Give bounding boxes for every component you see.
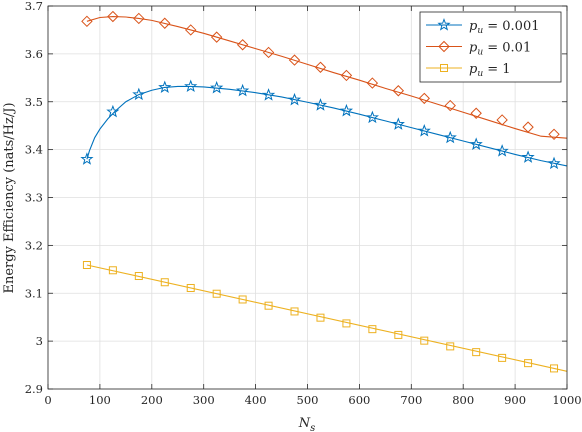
series-layer — [80, 10, 568, 373]
data-point — [340, 69, 353, 82]
data-point — [366, 77, 379, 89]
data-point — [313, 98, 328, 111]
x-tick-label: 700 — [400, 393, 422, 407]
data-point — [418, 92, 430, 105]
data-point — [524, 359, 533, 368]
y-tick-label: 3.2 — [25, 238, 43, 252]
data-point — [290, 307, 299, 316]
data-point — [394, 330, 403, 339]
data-point — [550, 364, 559, 373]
series-line — [86, 264, 568, 372]
data-point — [159, 17, 171, 29]
y-tick-label: 3.3 — [25, 191, 43, 205]
x-tick-label: 300 — [193, 393, 215, 407]
y-tick-label: 3.5 — [25, 95, 43, 109]
y-tick-label: 3.1 — [25, 286, 43, 300]
tick-labels: 0 100 200 300 400 500 600 700 800 900 1000 2.9 3 3.1 3… — [25, 0, 582, 407]
data-point — [262, 46, 275, 59]
data-point — [288, 54, 301, 66]
x-tick-label: 400 — [245, 393, 267, 407]
legend-label: pu = 0.001 — [469, 19, 540, 36]
axis-ticks — [47, 5, 568, 390]
data-point — [498, 353, 507, 362]
data-point — [472, 348, 481, 357]
series-line — [86, 15, 568, 139]
data-point — [342, 319, 351, 328]
data-point — [368, 325, 377, 334]
data-point — [81, 15, 93, 28]
data-point — [80, 152, 94, 165]
data-point — [236, 83, 250, 97]
data-point — [133, 12, 145, 25]
data-point — [495, 144, 509, 157]
data-point — [339, 103, 354, 117]
x-tick-label: 600 — [348, 393, 370, 407]
data-point — [107, 10, 119, 23]
data-point — [287, 92, 302, 106]
y-tick-label: 3.6 — [25, 47, 43, 61]
data-point — [470, 107, 482, 119]
data-point — [392, 85, 405, 97]
y-axis-title: Energy Efficiency (nats/Hz/J) — [2, 102, 17, 293]
x-tick-label: 0 — [44, 393, 51, 407]
data-point — [261, 88, 276, 101]
data-point — [391, 117, 405, 130]
data-point — [106, 104, 120, 118]
data-point — [443, 130, 457, 144]
y-tick-label: 3 — [36, 334, 43, 348]
data-point — [365, 110, 379, 124]
data-point — [160, 278, 169, 287]
data-point — [420, 336, 429, 345]
legend-label: pu = 0.01 — [469, 41, 531, 58]
data-point — [521, 150, 535, 163]
data-point — [132, 87, 146, 101]
data-point — [547, 156, 561, 170]
data-point — [82, 261, 91, 270]
data-point — [186, 283, 195, 292]
legend-marker — [440, 64, 448, 72]
x-tick-label: 500 — [297, 393, 319, 407]
data-point — [238, 295, 247, 304]
x-axis-title: Ns — [298, 416, 316, 432]
series-diamond — [81, 10, 568, 141]
data-point — [210, 31, 223, 43]
data-point — [548, 128, 560, 141]
y-tick-label: 2.9 — [25, 382, 43, 396]
data-point — [314, 61, 327, 73]
data-point — [469, 137, 483, 150]
data-point — [446, 342, 455, 351]
data-point — [522, 121, 534, 133]
series-square — [82, 261, 568, 373]
data-point — [496, 114, 508, 126]
legend-entry: pu = 0.01 — [426, 41, 531, 58]
data-point — [417, 124, 431, 137]
data-point — [108, 266, 117, 275]
x-tick-label: 200 — [141, 393, 163, 407]
data-point — [185, 24, 197, 36]
data-point — [444, 99, 456, 112]
data-point — [134, 272, 143, 281]
legend: pu = 0.001 pu = 0.01 pu = 1 — [419, 11, 562, 83]
y-tick-label: 3.7 — [25, 0, 43, 13]
x-tick-label: 800 — [452, 393, 474, 407]
legend-entry: pu = 0.001 — [426, 18, 540, 36]
series-star — [80, 79, 568, 170]
data-point — [158, 80, 172, 94]
legend-marker — [437, 18, 451, 31]
legend-label: pu = 1 — [469, 62, 511, 79]
data-point — [184, 79, 198, 93]
data-point — [212, 289, 221, 298]
x-tick-label: 900 — [504, 393, 526, 407]
y-tick-label: 3.4 — [25, 143, 43, 157]
legend-entry: pu = 1 — [426, 62, 511, 79]
data-point — [264, 301, 273, 310]
data-point — [316, 313, 325, 322]
x-tick-label: 100 — [89, 393, 111, 407]
x-tick-label: 1000 — [552, 393, 581, 407]
data-point — [210, 80, 224, 94]
legend-marker — [438, 40, 450, 53]
data-point — [236, 39, 249, 51]
